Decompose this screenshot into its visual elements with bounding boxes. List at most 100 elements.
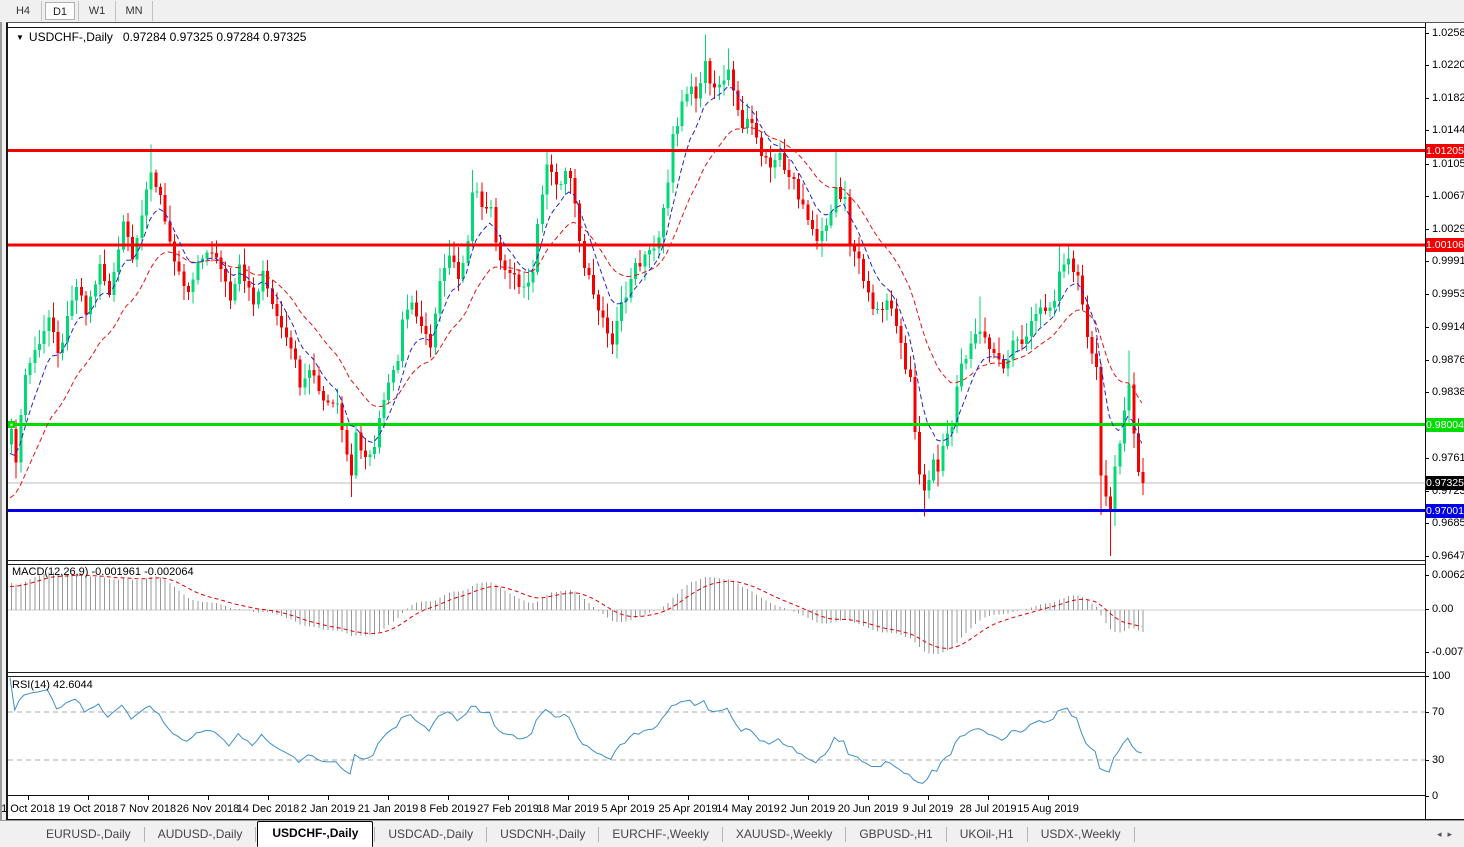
rsi-current-value: 42.6044 <box>52 679 93 691</box>
window-top-edge <box>6 22 1464 23</box>
macd-histogram <box>11 572 1144 655</box>
price-tick-1.02580: 1.02580 <box>1425 27 1464 40</box>
tab-gbpusd-h1[interactable]: GBPUSD-,H1 <box>859 827 933 841</box>
date-label: 7 Nov 2018 <box>119 803 177 815</box>
date-tick-mark <box>28 796 29 800</box>
tab-scroll-arrows: ◂▸ <box>1437 829 1458 840</box>
macd-tick-0.006286: 0.006286 <box>1425 569 1464 582</box>
tab-usdchf-daily[interactable]: USDCHF-,Daily <box>257 821 374 847</box>
macd-current-values: -0.001961 -0.002064 <box>91 566 194 578</box>
price-tick-1.01050: 1.01050 <box>1425 158 1464 171</box>
window-bottom-border <box>6 819 1464 820</box>
date-tick-mark <box>568 796 569 800</box>
panel-separator-main-macd[interactable] <box>8 560 1425 565</box>
tab-scroll-right-icon[interactable]: ▸ <box>1447 829 1458 839</box>
rsi-label: RSI(14) 42.6044 <box>12 679 93 691</box>
timeframe-button-d1[interactable]: D1 <box>45 2 75 20</box>
timeframe-button-h4[interactable]: H4 <box>15 5 31 17</box>
macd-name: MACD(12,26,9) <box>12 566 89 578</box>
chart-tab-bar: EURUSD-,Daily AUDUSD-,Daily USDCHF-,Daily U… <box>0 820 1464 847</box>
rsi-tick-70: 70 <box>1425 706 1444 719</box>
date-tick-mark <box>388 796 389 800</box>
date-tick-mark <box>88 796 89 800</box>
date-label: 20 Jun 2019 <box>837 803 899 815</box>
price-axis[interactable]: 1.02580 1.02200 1.01820 1.01440 1.01050 1.006… <box>1425 24 1464 819</box>
price-badge-1.00106: 1.00106 <box>1426 237 1464 252</box>
date-label: 5 Apr 2019 <box>601 803 655 815</box>
date-label: 28 Jul 2019 <box>959 803 1017 815</box>
rsi-line <box>9 677 1142 784</box>
tab-separator <box>374 827 376 842</box>
macd-label: MACD(12,26,9) -0.001961 -0.002064 <box>12 566 194 578</box>
timeframe-button-w1[interactable]: W1 <box>88 5 106 17</box>
rsi-tick-100: 100 <box>1425 670 1450 683</box>
date-tick-mark <box>688 796 689 800</box>
window-top-border <box>6 27 1464 28</box>
price-badge-1.01205: 1.01205 <box>1426 143 1464 158</box>
date-tick-mark <box>148 796 149 800</box>
ma-slow-line <box>9 127 1143 499</box>
date-label: 14 Dec 2018 <box>236 803 300 815</box>
tab-ukoil-h1[interactable]: UKOil-,H1 <box>959 827 1014 841</box>
macd-indicator-plot[interactable] <box>8 565 1425 672</box>
tab-separator <box>945 827 947 842</box>
date-tick-mark <box>808 796 809 800</box>
date-tick-mark <box>988 796 989 800</box>
timeframe-toolbar: H4 D1 W1 MN <box>0 0 1464 22</box>
macd-signal-line <box>9 574 1142 649</box>
tab-separator <box>486 827 488 842</box>
tab-usdcad-daily[interactable]: USDCAD-,Daily <box>388 827 474 841</box>
tab-xauusd-weekly[interactable]: XAUUSD-,Weekly <box>735 827 833 841</box>
tab-separator <box>598 827 600 842</box>
date-label: 19 Oct 2018 <box>58 803 118 815</box>
date-label: 8 Feb 2019 <box>420 803 476 815</box>
date-label: 2 Jun 2019 <box>780 803 836 815</box>
toolbar-separator <box>41 1 42 21</box>
price-tick-1.02200: 1.02200 <box>1425 59 1464 72</box>
toolbar-separator <box>78 1 79 21</box>
tab-eurchf-weekly[interactable]: EURCHF-,Weekly <box>612 827 709 841</box>
date-tick-mark <box>868 796 869 800</box>
tab-eurusd-daily[interactable]: EURUSD-,Daily <box>46 827 131 841</box>
panel-separator-macd-rsi[interactable] <box>8 672 1425 677</box>
date-label: 26 Nov 2018 <box>176 803 240 815</box>
window-left-border <box>6 22 8 820</box>
price-tick-1.00670: 1.00670 <box>1425 190 1464 203</box>
date-axis[interactable]: 1 Oct 2018 19 Oct 2018 7 Nov 2018 26 Nov 20… <box>1 795 1425 819</box>
price-tick-1.01820: 1.01820 <box>1425 92 1464 105</box>
chart-symbol-period: USDCHF-,Daily <box>28 30 113 44</box>
date-label: 2 Jan 2019 <box>300 803 356 815</box>
chart-dropdown-icon[interactable]: ▼ <box>16 33 24 42</box>
date-tick-mark <box>268 796 269 800</box>
horizontal-line-0.98004[interactable] <box>8 421 1425 429</box>
tab-separator <box>721 827 723 842</box>
candles <box>10 34 1145 556</box>
timeframe-button-mn[interactable]: MN <box>125 5 143 17</box>
date-tick-mark <box>208 796 209 800</box>
date-label: 14 May 2019 <box>716 803 780 815</box>
date-label: 21 Jan 2019 <box>357 803 419 815</box>
tab-scroll-left-icon[interactable]: ◂ <box>1436 829 1448 839</box>
tab-separator <box>255 827 257 842</box>
price-badge-0.98004: 0.98004 <box>1426 417 1464 432</box>
rsi-name: RSI(14) <box>12 679 50 691</box>
tab-usdx-weekly[interactable]: USDX-,Weekly <box>1040 827 1121 841</box>
price-chart-plot[interactable] <box>8 28 1425 560</box>
date-tick-mark <box>1048 796 1049 800</box>
tab-usdcnh-daily[interactable]: USDCNH-,Daily <box>500 827 586 841</box>
date-label: 25 Apr 2019 <box>658 803 718 815</box>
date-label: 18 Mar 2019 <box>537 803 599 815</box>
rsi-tick-0: 0 <box>1425 790 1438 803</box>
price-axis-border <box>1425 23 1426 819</box>
tab-audusd-daily[interactable]: AUDUSD-,Daily <box>157 827 243 841</box>
rsi-indicator-plot[interactable] <box>8 677 1425 795</box>
date-label: 1 Oct 2018 <box>1 803 55 815</box>
date-label: 9 Jul 2019 <box>902 803 954 815</box>
